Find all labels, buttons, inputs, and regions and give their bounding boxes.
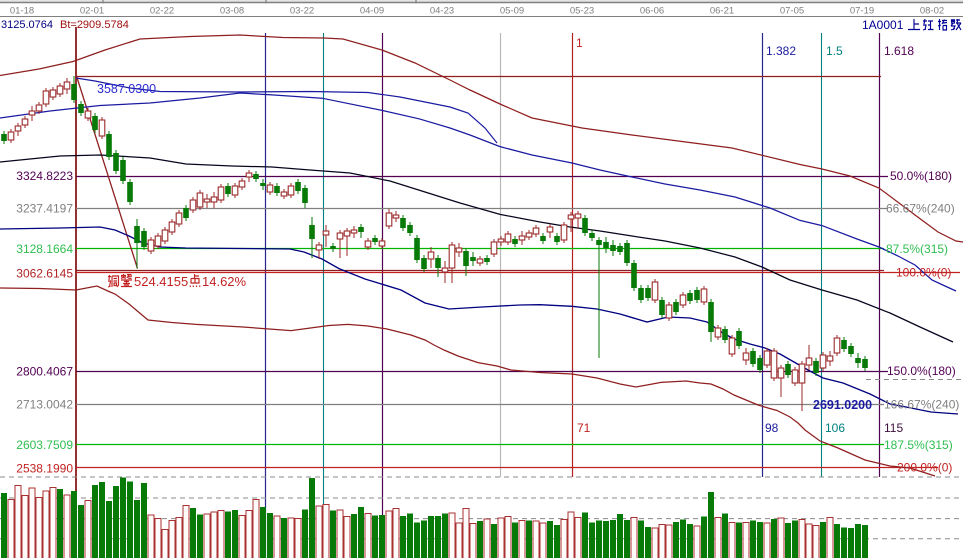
svg-text:05-23: 05-23 — [570, 6, 594, 17]
svg-text:2603.7509: 2603.7509 — [16, 438, 73, 452]
svg-text:3237.4197: 3237.4197 — [16, 202, 73, 216]
svg-text:200.0%(0): 200.0%(0) — [897, 461, 952, 475]
svg-text:2713.0042: 2713.0042 — [16, 398, 73, 412]
svg-text:66.67%(240): 66.67%(240) — [886, 202, 955, 216]
svg-text:150.0%(180): 150.0%(180) — [887, 364, 956, 378]
svg-text:05-09: 05-09 — [500, 6, 524, 17]
svg-text:1.618: 1.618 — [884, 44, 914, 58]
svg-text:14.62%: 14.62% — [202, 274, 247, 289]
svg-text:06-06: 06-06 — [640, 6, 664, 17]
svg-text:02-22: 02-22 — [150, 6, 174, 17]
svg-text:2691.0200: 2691.0200 — [813, 398, 872, 412]
svg-text:Bt=2909.5784: Bt=2909.5784 — [60, 19, 129, 31]
svg-text:2538.1990: 2538.1990 — [16, 462, 73, 476]
svg-text:1: 1 — [576, 36, 583, 50]
svg-text:100.0%(0): 100.0%(0) — [896, 266, 951, 280]
svg-text:115: 115 — [884, 421, 903, 435]
svg-text:1.382: 1.382 — [766, 44, 796, 58]
svg-text:01-18: 01-18 — [10, 6, 34, 17]
svg-text:3587.0300: 3587.0300 — [97, 82, 156, 96]
svg-text:03-22: 03-22 — [290, 6, 314, 17]
svg-text:08-02: 08-02 — [920, 6, 944, 17]
svg-text:3128.1664: 3128.1664 — [16, 242, 73, 256]
svg-text:71: 71 — [577, 421, 591, 435]
svg-text:87.5%(315): 87.5%(315) — [886, 242, 948, 256]
svg-text:106: 106 — [825, 421, 845, 435]
svg-text:1A0001: 1A0001 — [862, 18, 904, 32]
svg-text:3324.8223: 3324.8223 — [16, 169, 73, 183]
svg-text:50.0%(180): 50.0%(180) — [890, 169, 952, 183]
svg-text:1.5: 1.5 — [826, 44, 843, 58]
svg-text:98: 98 — [765, 421, 779, 435]
svg-text:166.67%(240): 166.67%(240) — [884, 398, 959, 412]
svg-text:03-08: 03-08 — [220, 6, 244, 17]
svg-text:187.5%(315): 187.5%(315) — [884, 438, 953, 452]
svg-text:04-23: 04-23 — [430, 6, 454, 17]
svg-text:06-21: 06-21 — [710, 6, 734, 17]
svg-text:3125.0764: 3125.0764 — [1, 19, 53, 31]
svg-text:02-01: 02-01 — [80, 6, 104, 17]
svg-text:04-09: 04-09 — [360, 6, 384, 17]
svg-text:07-05: 07-05 — [780, 6, 804, 17]
svg-text:524.4155: 524.4155 — [134, 274, 188, 289]
svg-text:07-19: 07-19 — [850, 6, 874, 17]
svg-text:3062.6145: 3062.6145 — [16, 267, 73, 281]
svg-text:2800.4067: 2800.4067 — [16, 365, 73, 379]
